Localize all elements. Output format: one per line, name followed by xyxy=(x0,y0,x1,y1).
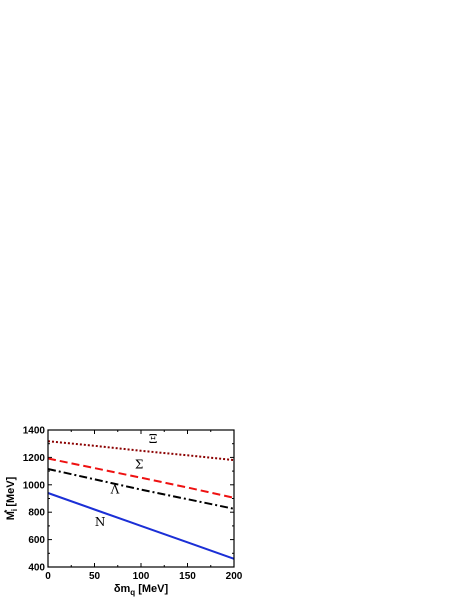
series-line xyxy=(47,440,235,462)
series-line xyxy=(47,457,235,499)
x-tick-label: 100 xyxy=(133,571,150,582)
y-axis-label: Mi* [MeV] xyxy=(3,476,19,520)
series-line xyxy=(47,492,235,560)
series-label: Σ xyxy=(135,457,143,471)
y-tick-label: 600 xyxy=(28,535,45,546)
series-lines xyxy=(47,440,235,560)
x-tick-label: 200 xyxy=(226,571,243,582)
plot-frame xyxy=(47,429,235,568)
series-annotations: ΞΣ Λ N xyxy=(95,432,157,529)
x-tick-label: 150 xyxy=(179,571,196,582)
y-tick-label: 1200 xyxy=(23,453,46,464)
x-tick-label: 0 xyxy=(45,571,51,582)
x-tick-label: 50 xyxy=(89,571,101,582)
tick-labels: 0 50 100 150 200 400 600 800 1000 1200 1400 xyxy=(23,426,243,583)
series-label: Λ xyxy=(110,483,120,497)
y-tick-label: 400 xyxy=(28,563,45,574)
x-axis-label: δmq [MeV] xyxy=(114,583,169,597)
series-label: N xyxy=(95,515,106,529)
y-tick-label: 800 xyxy=(28,508,45,519)
y-tick-label: 1000 xyxy=(23,480,46,491)
y-tick-label: 1400 xyxy=(23,426,46,437)
series-label: Ξ xyxy=(149,432,157,446)
